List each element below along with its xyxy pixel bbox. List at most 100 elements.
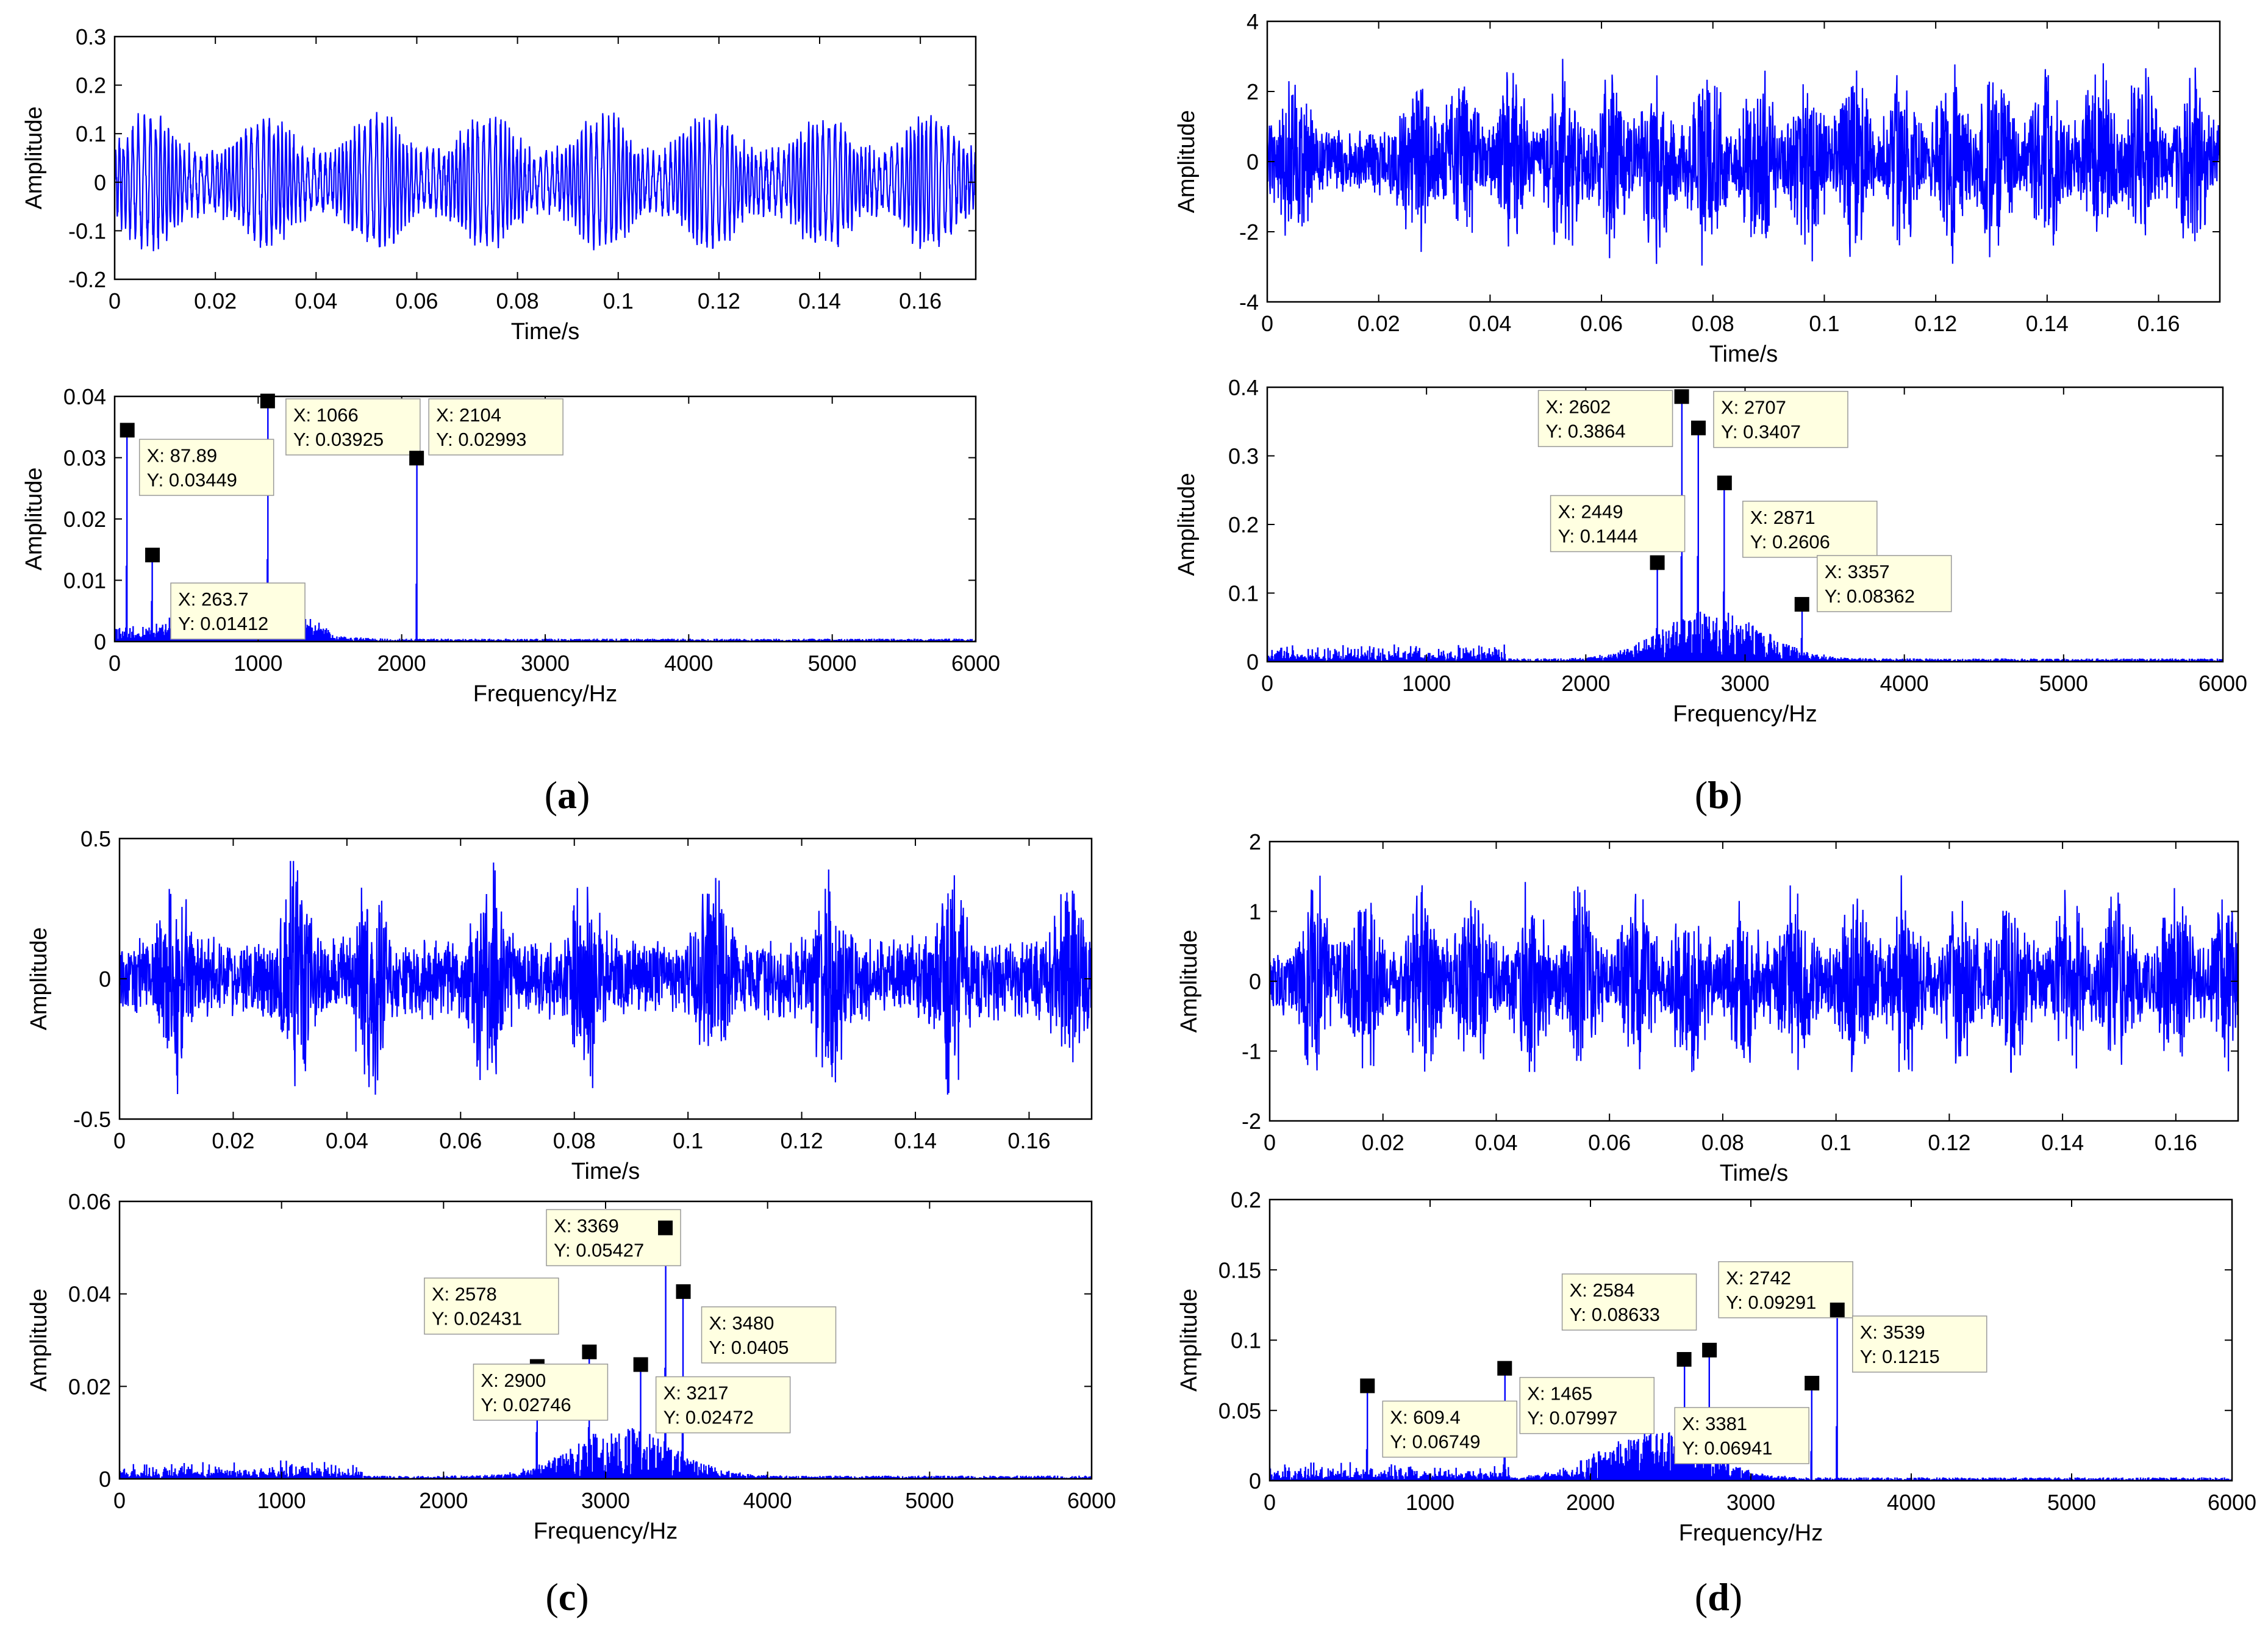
signal-trace-b-time xyxy=(1267,59,2220,266)
datatip-y-text: Y: 0.05427 xyxy=(554,1239,644,1261)
datatip-y-text: Y: 0.08633 xyxy=(1570,1304,1660,1325)
x-tick-label: 3000 xyxy=(581,1488,630,1513)
x-tick-label: 0.16 xyxy=(899,288,942,313)
signal-trace-a-time xyxy=(115,112,976,251)
datatip-x-text: X: 3217 xyxy=(664,1383,729,1404)
y-tick-label: 0 xyxy=(1249,969,1261,994)
datatip-y-text: Y: 0.01412 xyxy=(178,613,268,634)
datatip-a-spec-1: X: 263.7 Y: 0.01412 xyxy=(145,548,306,640)
y-tick-label: -4 xyxy=(1239,290,1259,315)
datatip-marker xyxy=(1676,1352,1692,1367)
y-tick-label: 0.4 xyxy=(1228,375,1259,400)
x-tick-label: 0.08 xyxy=(496,288,539,313)
datatip-b-spec-2: X: 2707 Y: 0.3407 xyxy=(1690,390,1848,448)
subplot-b-time: 0 0.02 0.04 0.06 0.08 0.1 0.12 0.14 0.16 -4 -2 0 2 4 T… xyxy=(1174,9,2221,367)
y-tick-label: 0 xyxy=(1247,149,1259,174)
datatip-y-text: Y: 0.02431 xyxy=(432,1308,522,1329)
x-tick-label: 0.02 xyxy=(194,288,237,313)
x-tick-label: 0.12 xyxy=(781,1128,823,1153)
x-tick-label: 0.12 xyxy=(1928,1130,1970,1155)
y-tick-label: 0.05 xyxy=(1218,1398,1261,1423)
x-tick-label: 0.06 xyxy=(1588,1130,1631,1155)
x-axis-label: Frequency/Hz xyxy=(1679,1520,1823,1546)
x-axis-label: Frequency/Hz xyxy=(534,1519,678,1544)
datatip-box xyxy=(424,1277,559,1335)
datatip-x-text: X: 2449 xyxy=(1558,501,1623,523)
datatip-x-text: X: 2578 xyxy=(432,1284,497,1305)
y-tick-label: 0.5 xyxy=(80,826,111,851)
y-axis-label: Amplitude xyxy=(26,1289,52,1392)
y-axis-label: Amplitude xyxy=(26,928,52,1031)
y-tick-label: -0.1 xyxy=(68,218,106,243)
datatip-marker xyxy=(1690,420,1706,435)
datatip-x-text: X: 3357 xyxy=(1825,561,1890,582)
y-tick-label: 0 xyxy=(1249,1469,1261,1494)
datatip-marker xyxy=(260,393,275,409)
x-axis-label: Frequency/Hz xyxy=(1673,701,1817,727)
y-tick-label: 0.2 xyxy=(76,73,106,98)
datatip-d-spec-4: X: 3381 Y: 0.06941 xyxy=(1674,1376,1820,1464)
x-tick-label: 5000 xyxy=(2039,671,2088,696)
datatip-marker xyxy=(1497,1361,1512,1376)
datatip-marker xyxy=(1794,596,1809,612)
datatip-c-spec-4: X: 3480 Y: 0.0405 xyxy=(676,1284,837,1364)
datatip-box xyxy=(1852,1315,1987,1373)
x-tick-label: 0.04 xyxy=(1475,1130,1517,1155)
datatip-box xyxy=(655,1376,791,1434)
datatip-y-text: Y: 0.1444 xyxy=(1558,526,1638,547)
x-tick-label: 0.1 xyxy=(1821,1130,1851,1155)
axes-box-a-time xyxy=(113,35,977,281)
datatip-b-spec-0: X: 2449 Y: 0.1444 xyxy=(1550,495,1686,570)
datatip-d-spec-0: X: 609.4 Y: 0.06749 xyxy=(1360,1378,1518,1458)
y-tick-label: 0.01 xyxy=(63,568,106,593)
datatip-box xyxy=(428,398,563,456)
x-tick-label: 6000 xyxy=(2208,1490,2256,1515)
datatip-marker xyxy=(1717,475,1732,490)
x-axis-label: Time/s xyxy=(1709,342,1778,367)
x-tick-label: 0.1 xyxy=(673,1128,703,1153)
x-tick-label: 2000 xyxy=(377,651,426,676)
y-tick-label: 0 xyxy=(94,170,106,195)
y-tick-label: 0 xyxy=(94,629,106,654)
x-tick-label: 0.14 xyxy=(894,1128,937,1153)
x-axis-label: Frequency/Hz xyxy=(473,681,618,707)
x-tick-label: 4000 xyxy=(664,651,713,676)
datatip-c-spec-3: X: 3369 Y: 0.05427 xyxy=(546,1209,681,1267)
x-tick-label: 1000 xyxy=(234,651,282,676)
y-tick-label: 0.02 xyxy=(68,1374,111,1399)
datatip-y-text: Y: 0.0405 xyxy=(709,1337,789,1358)
x-tick-label: 0.14 xyxy=(2041,1130,2084,1155)
datatip-c-spec-0: X: 2578 Y: 0.02431 xyxy=(424,1277,559,1374)
subplot-b-spec: 0 1000 2000 3000 4000 5000 6000 0 0.1 0.2 0.3 0.4 Fr… xyxy=(1174,375,2247,727)
y-tick-label: 0.3 xyxy=(1228,444,1259,469)
datatip-x-text: X: 263.7 xyxy=(178,589,248,610)
datatip-marker xyxy=(1830,1302,1845,1317)
datatip-x-text: X: 2104 xyxy=(436,404,501,426)
x-tick-label: 2000 xyxy=(1561,671,1610,696)
datatip-y-text: Y: 0.08362 xyxy=(1825,585,1915,607)
datatip-a-spec-3: X: 2104 Y: 0.02993 xyxy=(409,398,563,466)
x-tick-label: 0.02 xyxy=(212,1128,254,1153)
x-tick-label: 0 xyxy=(109,288,121,313)
x-tick-label: 0 xyxy=(1261,311,1273,336)
datatip-y-text: Y: 0.3407 xyxy=(1721,421,1801,443)
x-tick-label: 0 xyxy=(1261,671,1273,696)
datatip-x-text: X: 3480 xyxy=(709,1312,774,1334)
datatip-y-text: Y: 0.06749 xyxy=(1390,1431,1480,1452)
datatip-marker xyxy=(1650,555,1665,570)
datatip-c-spec-1: X: 2900 Y: 0.02746 xyxy=(473,1344,609,1421)
x-tick-label: 0 xyxy=(113,1128,126,1153)
y-tick-label: 0 xyxy=(1247,649,1259,674)
datatip-x-text: X: 2707 xyxy=(1721,397,1786,418)
datatip-box xyxy=(473,1364,609,1421)
x-tick-label: 0.06 xyxy=(439,1128,482,1153)
signal-trace-c-time xyxy=(120,860,1092,1095)
y-tick-label: 0.15 xyxy=(1218,1258,1261,1283)
y-tick-label: 0 xyxy=(99,1467,111,1492)
x-tick-label: 0.06 xyxy=(1580,311,1623,336)
x-tick-label: 2000 xyxy=(419,1488,468,1513)
x-tick-label: 0.1 xyxy=(603,288,634,313)
y-tick-label: 0.03 xyxy=(63,446,106,471)
x-tick-label: 0 xyxy=(1264,1130,1276,1155)
x-tick-label: 6000 xyxy=(2198,671,2247,696)
